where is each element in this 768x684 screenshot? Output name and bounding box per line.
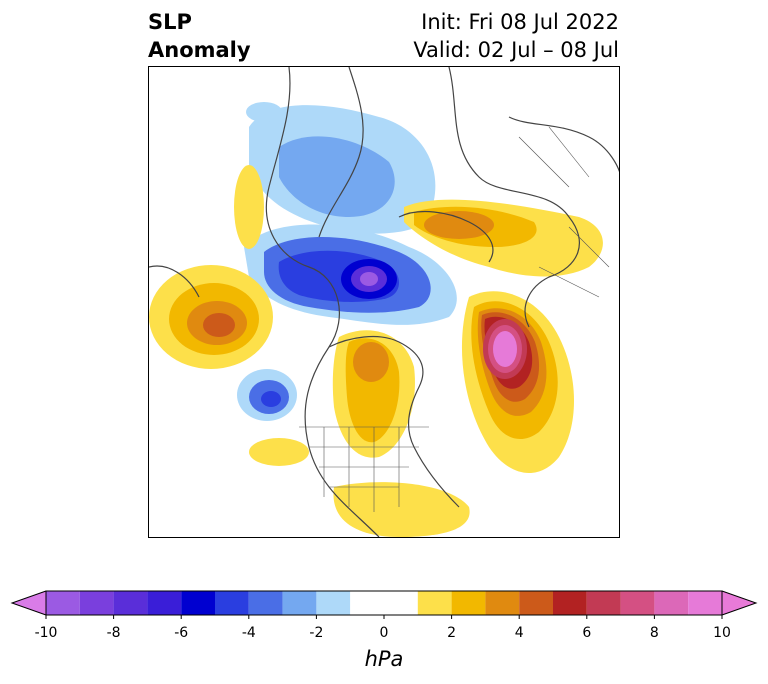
- colorbar-tick-label: -10: [34, 625, 58, 641]
- colorbar-tick-label: 2: [447, 625, 457, 641]
- colorbar-bin: [46, 591, 80, 615]
- colorbar-bin: [282, 591, 317, 615]
- positive-anomaly-north-america: [249, 330, 470, 537]
- positive-anomaly-atlantic: [461, 291, 574, 474]
- colorbar-bin: [248, 591, 283, 615]
- political-borders: [299, 126, 610, 512]
- colorbar-tick-label: 8: [649, 625, 659, 641]
- colorbar: [10, 590, 758, 619]
- colorbar-bin: [688, 591, 722, 615]
- colorbar-bin: [215, 591, 249, 615]
- colorbar-bin: [553, 591, 587, 615]
- map-title: SLP Anomaly: [148, 8, 251, 64]
- colorbar-bin: [519, 591, 553, 615]
- colorbar-bin: [417, 591, 452, 615]
- map-dates: Init: Fri 08 Jul 2022 Valid: 02 Jul – 08…: [413, 8, 619, 64]
- anomaly-map: [149, 67, 619, 537]
- colorbar-bin: [316, 591, 351, 615]
- colorbar-units: hPa: [364, 647, 404, 671]
- colorbar-tick-label: -4: [241, 625, 256, 641]
- colorbar-tick-label: 4: [514, 625, 524, 641]
- colorbar-bin: [79, 591, 114, 615]
- coastlines: [149, 67, 619, 537]
- colorbar-tick-label: 0: [379, 625, 389, 641]
- map-panel: [148, 66, 620, 538]
- negative-anomaly-pacific: [237, 369, 297, 421]
- colorbar-bin: [485, 591, 520, 615]
- valid-range: Valid: 02 Jul – 08 Jul: [413, 38, 619, 62]
- colorbar-tick-label: -8: [106, 625, 121, 641]
- colorbar-bin: [620, 591, 655, 615]
- init-date: Init: Fri 08 Jul 2022: [421, 10, 619, 34]
- colorbar-tick-label: 6: [582, 625, 592, 641]
- positive-anomaly-pacific: [149, 165, 273, 369]
- colorbar-tick-label: -6: [174, 625, 189, 641]
- colorbar-tick-label: 10: [713, 625, 731, 641]
- colorbar-bin: [654, 591, 689, 615]
- colorbar-tick-label: -2: [309, 625, 324, 641]
- negative-anomaly-hudson: [244, 224, 457, 325]
- colorbar-over-arrow: [722, 591, 756, 615]
- negative-anomaly-arctic: [246, 102, 436, 234]
- colorbar-bin: [451, 591, 486, 615]
- colorbar-bin: [350, 591, 418, 615]
- colorbar-bin: [147, 591, 182, 615]
- positive-anomaly-greenland: [404, 199, 603, 277]
- title-line-1: SLP: [148, 10, 192, 34]
- title-line-2: Anomaly: [148, 38, 251, 62]
- colorbar-under-arrow: [12, 591, 46, 615]
- colorbar-bin: [586, 591, 621, 615]
- colorbar-bin: [181, 591, 215, 615]
- colorbar-bin: [113, 591, 148, 615]
